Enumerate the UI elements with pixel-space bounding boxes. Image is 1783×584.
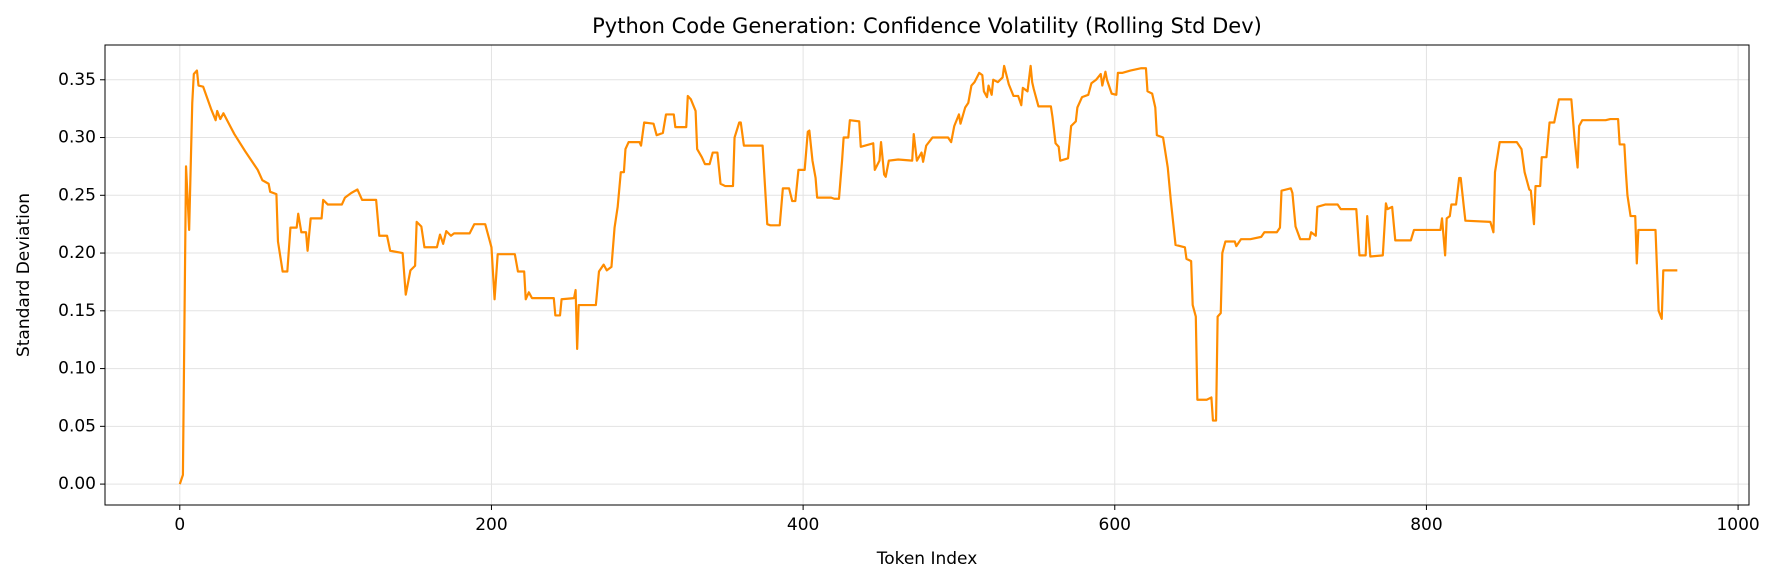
y-tick-label: 0.05 bbox=[58, 416, 96, 436]
chart-title: Python Code Generation: Confidence Volat… bbox=[592, 14, 1262, 38]
x-axis-label: Token Index bbox=[876, 549, 978, 569]
x-tick-label: 400 bbox=[787, 515, 819, 535]
y-tick-label: 0.10 bbox=[58, 359, 96, 379]
y-tick-label: 0.25 bbox=[58, 185, 96, 205]
x-tick-label: 1000 bbox=[1716, 515, 1759, 535]
data-line bbox=[178, 64, 1678, 485]
y-tick-label: 0.00 bbox=[58, 474, 96, 494]
x-tick-label: 200 bbox=[475, 515, 507, 535]
plot-frame bbox=[104, 44, 1750, 506]
y-tick-label: 0.30 bbox=[58, 128, 96, 148]
x-tick-label: 0 bbox=[174, 515, 185, 535]
y-tick-label: 0.35 bbox=[58, 70, 96, 90]
x-tick-label: 800 bbox=[1410, 515, 1442, 535]
x-tick-label: 600 bbox=[1099, 515, 1131, 535]
y-axis-label: Standard Deviation bbox=[14, 193, 34, 357]
y-tick-label: 0.15 bbox=[58, 301, 96, 321]
y-tick-label: 0.20 bbox=[58, 243, 96, 263]
